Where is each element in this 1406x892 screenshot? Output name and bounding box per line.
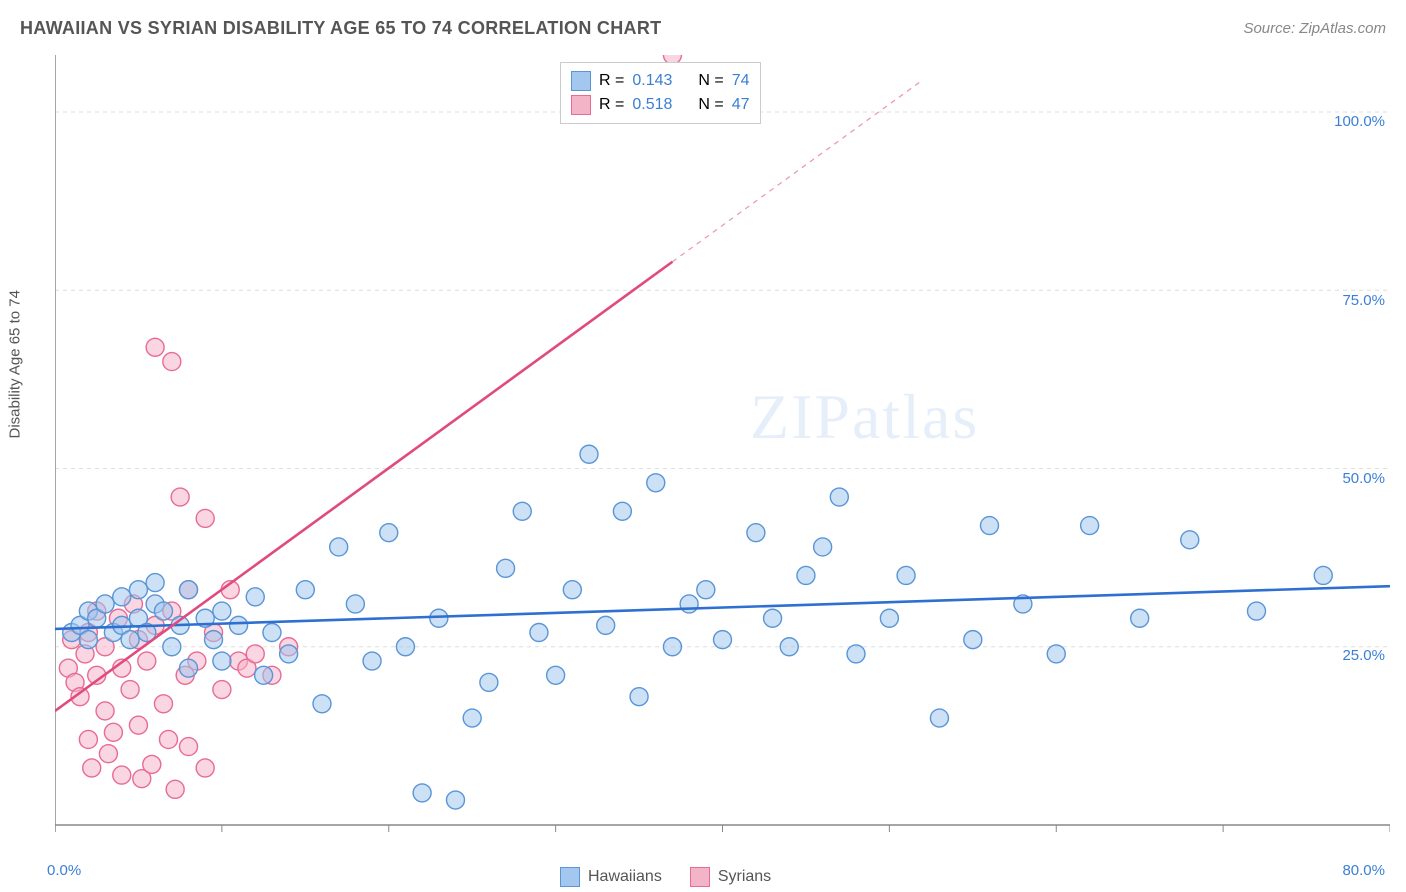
chart-title: HAWAIIAN VS SYRIAN DISABILITY AGE 65 TO … xyxy=(20,18,661,39)
r-label: R = xyxy=(599,72,624,90)
swatch-syrians xyxy=(571,95,591,115)
legend-item-syrians: Syrians xyxy=(690,867,771,887)
legend-stats: R = 0.143 N = 74 R = 0.518 N = 47 xyxy=(560,62,761,124)
legend-label-syrians: Syrians xyxy=(718,868,771,886)
x-axis-tick-80: 80.0% xyxy=(1342,862,1385,879)
swatch-hawaiians xyxy=(560,867,580,887)
swatch-syrians xyxy=(690,867,710,887)
y-axis-label: Disability Age 65 to 74 xyxy=(7,290,24,438)
y-axis-tick-75: 75.0% xyxy=(1342,292,1385,309)
chart-source: Source: ZipAtlas.com xyxy=(1243,20,1386,37)
chart-svg xyxy=(55,55,1390,850)
y-axis-tick-50: 50.0% xyxy=(1342,470,1385,487)
chart-header: HAWAIIAN VS SYRIAN DISABILITY AGE 65 TO … xyxy=(20,18,1386,39)
x-axis-tick-0: 0.0% xyxy=(47,862,81,879)
n-label: N = xyxy=(698,72,723,90)
r-label: R = xyxy=(599,96,624,114)
legend-stats-row-syrians: R = 0.518 N = 47 xyxy=(571,93,750,117)
legend-series: Hawaiians Syrians xyxy=(560,867,771,887)
swatch-hawaiians xyxy=(571,71,591,91)
y-axis-tick-25: 25.0% xyxy=(1342,647,1385,664)
n-value-syrians: 47 xyxy=(732,96,750,114)
r-value-hawaiians: 0.143 xyxy=(632,72,672,90)
y-axis-tick-100: 100.0% xyxy=(1334,113,1385,130)
legend-stats-row-hawaiians: R = 0.143 N = 74 xyxy=(571,69,750,93)
legend-label-hawaiians: Hawaiians xyxy=(588,868,662,886)
chart-plot-area xyxy=(55,55,1390,850)
legend-item-hawaiians: Hawaiians xyxy=(560,867,662,887)
n-label: N = xyxy=(698,96,723,114)
n-value-hawaiians: 74 xyxy=(732,72,750,90)
r-value-syrians: 0.518 xyxy=(632,96,672,114)
